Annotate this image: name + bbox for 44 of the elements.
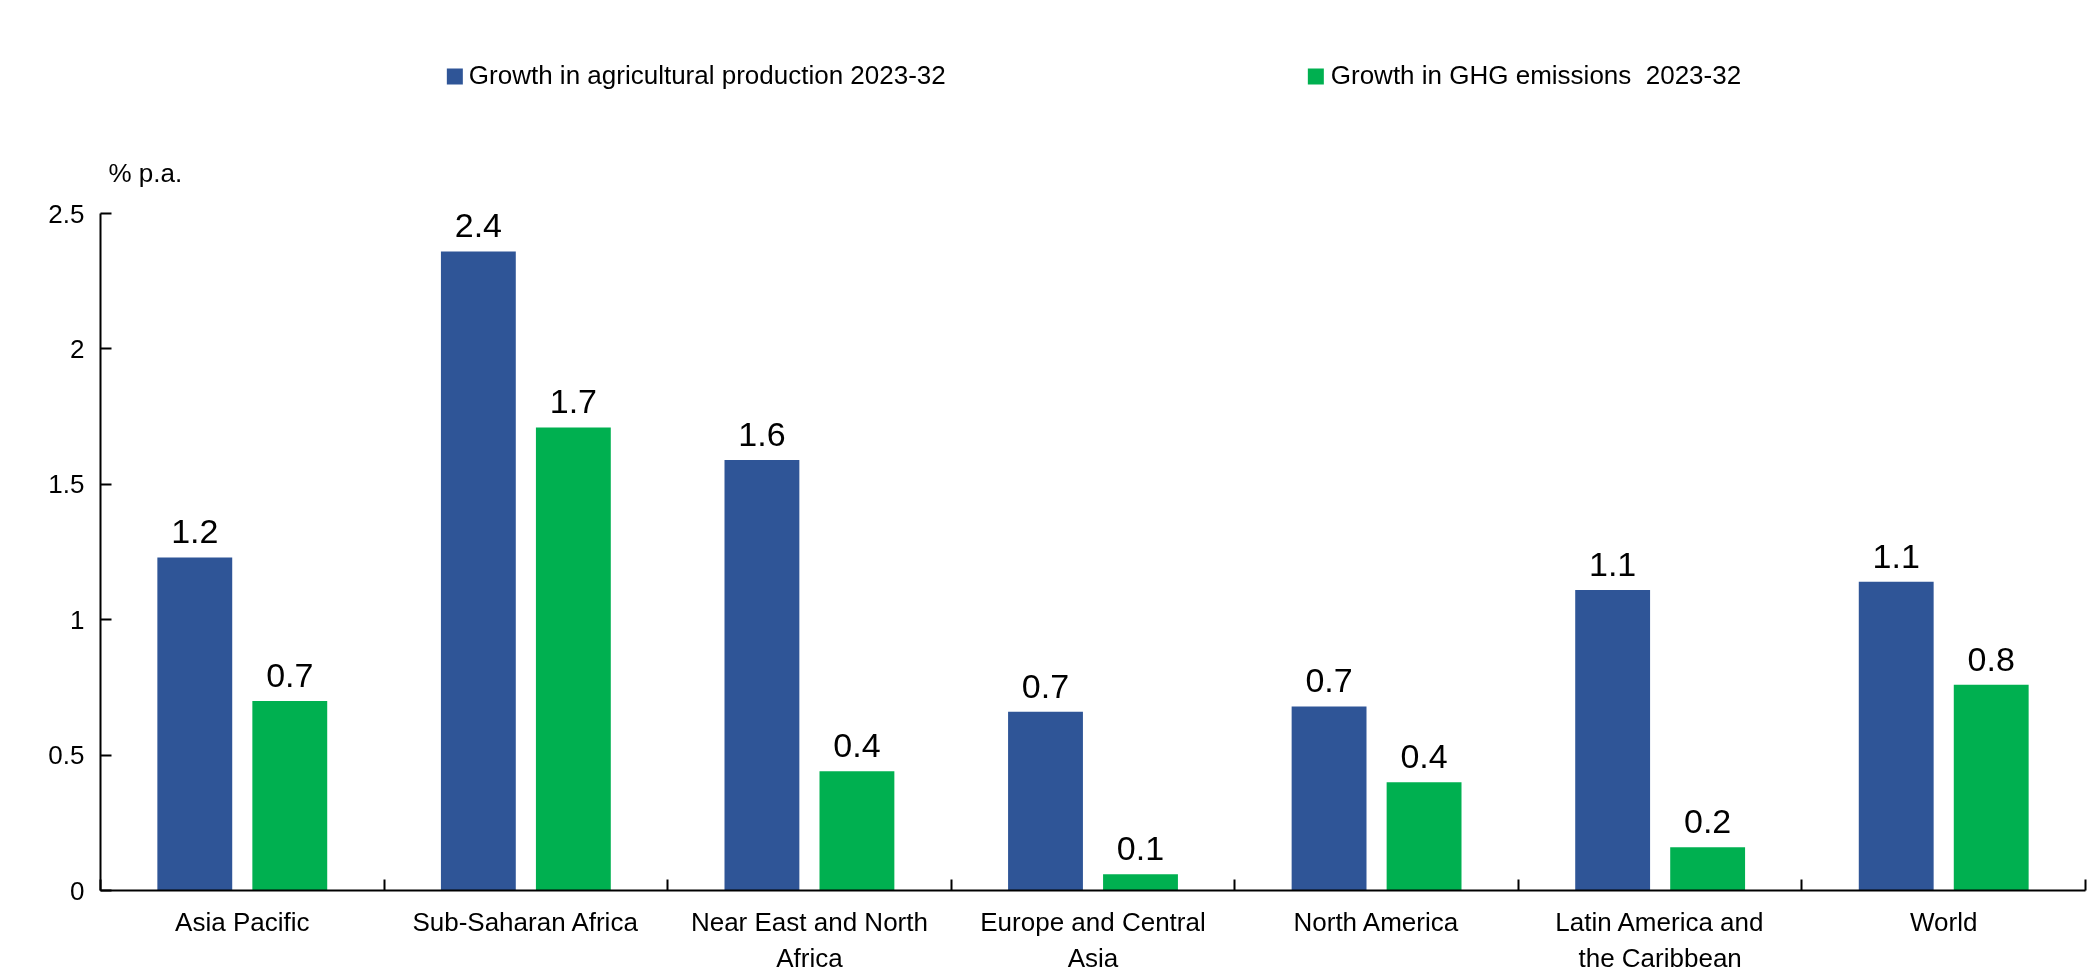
bar: [1575, 589, 1651, 891]
bar: [1008, 711, 1083, 891]
data-label: 0.4: [833, 726, 881, 765]
data-label: 0.1: [1116, 829, 1165, 868]
x-tick-label: Latin America and the Caribbean: [1555, 906, 1764, 973]
data-label: 2.4: [454, 206, 502, 245]
legend-label: Growth in GHG emissions 2023-32: [1330, 60, 1742, 91]
bar: [440, 251, 516, 891]
data-label: 0.7: [1021, 666, 1070, 705]
x-tick-label: North America: [1293, 906, 1459, 937]
x-tick-label: Europe and Central Asia: [980, 906, 1206, 973]
bar: [1953, 684, 2029, 891]
y-tick-label: 1.5: [48, 469, 85, 500]
bar: [252, 700, 328, 891]
data-label: 0.7: [1305, 661, 1353, 700]
bar: [1386, 782, 1462, 891]
y-tick-label: 1: [70, 604, 85, 635]
bar: [535, 427, 611, 891]
y-tick-label: 2: [70, 333, 85, 364]
x-tick-label: Near East and North Africa: [690, 906, 928, 973]
y-tick-label: 0.5: [48, 740, 85, 771]
data-label: 1.1: [1872, 536, 1920, 575]
data-label: 0.4: [1400, 737, 1448, 776]
bar: [157, 557, 233, 891]
data-label: 1.2: [171, 512, 219, 551]
data-label: 0.7: [266, 655, 314, 694]
y-tick-label: 0: [70, 875, 85, 906]
bar: [1858, 581, 1934, 891]
bar: [724, 459, 800, 891]
data-label: 1.1: [1589, 544, 1637, 583]
legend-label: Growth in agricultural production 2023-32: [468, 60, 946, 91]
data-label: 0.2: [1684, 802, 1732, 841]
data-label: 1.6: [738, 414, 786, 453]
bar: [1291, 706, 1367, 891]
bar: [1670, 847, 1746, 891]
x-tick-label: Sub-Saharan Africa: [412, 906, 639, 937]
x-tick-label: World: [1910, 906, 1978, 937]
data-label: 1.7: [549, 382, 597, 421]
y-axis-title: % p.a.: [108, 157, 183, 188]
data-label: 0.8: [1967, 639, 2015, 678]
x-tick-label: Asia Pacific: [175, 906, 310, 937]
bar: [1103, 874, 1178, 891]
bar: [819, 771, 895, 891]
y-tick-label: 2.5: [48, 198, 85, 229]
